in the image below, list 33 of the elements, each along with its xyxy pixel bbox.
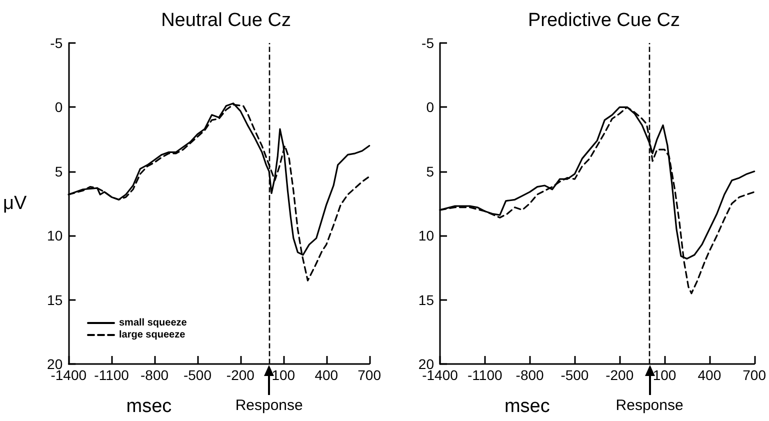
x-tick-label: 700 [742, 367, 766, 383]
y-tick-label: 0 [426, 99, 434, 116]
x-tick-label: 100 [652, 367, 676, 383]
y-tick-label: 0 [54, 99, 63, 116]
y-tick-label: 15 [47, 292, 63, 308]
x-tick-label: -1100 [468, 367, 502, 383]
x-tick-label: 400 [314, 367, 338, 383]
y-tick-label: 5 [54, 163, 63, 180]
x-axis-title: msec [504, 396, 550, 417]
x-tick-label: -200 [606, 367, 634, 383]
y-axis-title: μV [2, 193, 27, 214]
ref-line-label: Response [235, 397, 303, 414]
y-tick-label: 10 [47, 228, 63, 244]
x-tick-label: 100 [272, 367, 296, 383]
legend-label: large squeeze [119, 330, 186, 340]
x-tick-label: 700 [358, 367, 382, 383]
x-tick-label: -200 [226, 367, 255, 383]
chart-title: Predictive Cue Cz [528, 10, 680, 31]
x-tick-label: -500 [183, 367, 212, 383]
x-tick-label: -1100 [94, 367, 130, 383]
legend-label: small squeeze [119, 318, 188, 328]
x-tick-label: -500 [560, 367, 589, 383]
chart-title: Neutral Cue Cz [161, 10, 291, 31]
y-tick-label: -5 [50, 35, 63, 51]
x-axis-title: msec [126, 396, 172, 417]
x-tick-label: -800 [516, 367, 544, 383]
y-tick-label: 15 [418, 292, 434, 308]
x-tick-label: -800 [140, 367, 169, 383]
x-tick-label: 400 [698, 367, 722, 383]
y-tick-label: 5 [426, 163, 434, 180]
y-tick-label: -5 [422, 35, 434, 51]
ref-line-label: Response [616, 397, 684, 414]
y-tick-label: 10 [418, 228, 434, 244]
